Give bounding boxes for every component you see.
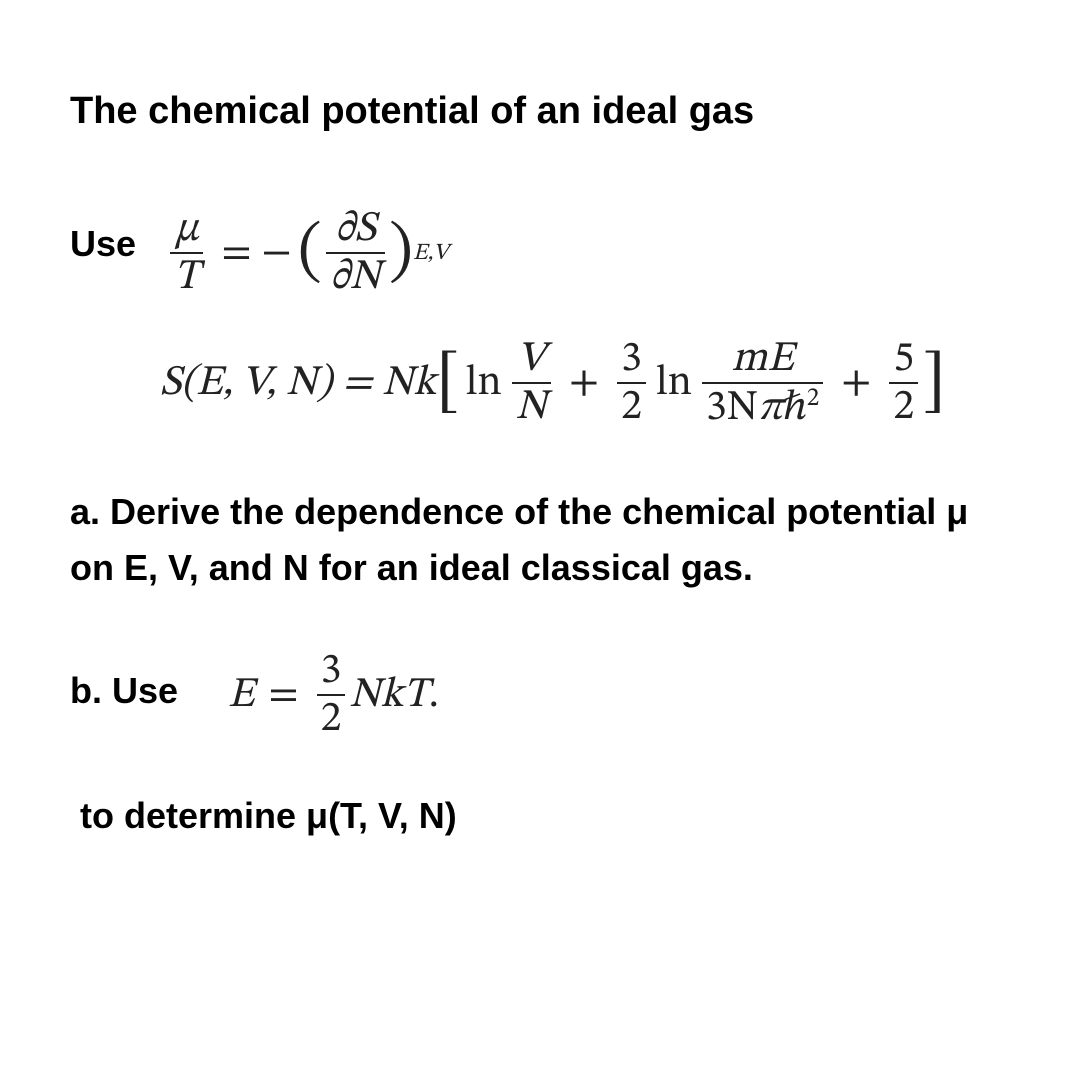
NkT: NkT [349, 669, 428, 722]
equals-minus: = − [221, 227, 291, 280]
use-label: Use [70, 203, 136, 265]
V-num: V [513, 338, 550, 382]
subscript-EV: E,V [413, 239, 449, 268]
hbar-sq: 2 [807, 386, 819, 411]
mu-symbol: μ [171, 208, 202, 252]
eq-sign: = [268, 669, 298, 722]
S-lhs: S(E, V, N) = Nk [160, 357, 436, 410]
part-a-text: a. Derive the dependence of the chemical… [70, 484, 1010, 596]
three: 3 [617, 338, 646, 382]
period: . [429, 669, 439, 722]
N-den: N [512, 384, 551, 428]
five: 5 [889, 338, 918, 382]
equation-mu-over-T: μ T = − ( ∂S ∂N ) E,V [166, 203, 449, 298]
part-b-conclusion: to determine μ(T, V, N) [80, 795, 1010, 837]
dS: ∂S [331, 208, 380, 252]
plus1: + [569, 357, 599, 410]
ln2: ln [656, 357, 692, 410]
page-title: The chemical potential of an ideal gas [70, 90, 1010, 133]
plus2: + [841, 357, 871, 410]
T-symbol: T [170, 254, 203, 298]
part-b-label: b. Use [70, 650, 178, 712]
dN: ∂N [326, 254, 385, 298]
E-sym: E [228, 669, 254, 722]
two-b: 2 [889, 384, 918, 428]
equation-entropy: S(E, V, N) = Nk [ ln V N + 3 2 ln mE [160, 338, 1010, 429]
two-c: 2 [317, 696, 346, 740]
use-line: Use μ T = − ( ∂S ∂N ) E,V [70, 203, 1010, 298]
part-b-line: b. Use E = 3 2 NkT. [70, 650, 1010, 740]
two-a: 2 [617, 384, 646, 428]
hbar: ℏ [783, 387, 807, 429]
equation-E: E = 3 2 NkT. [228, 650, 439, 740]
ln1: ln [466, 357, 502, 410]
three-b: 3 [317, 650, 346, 694]
threeN: 3N [706, 387, 758, 429]
mE-num: mE [728, 338, 798, 382]
pi: π [758, 387, 783, 429]
